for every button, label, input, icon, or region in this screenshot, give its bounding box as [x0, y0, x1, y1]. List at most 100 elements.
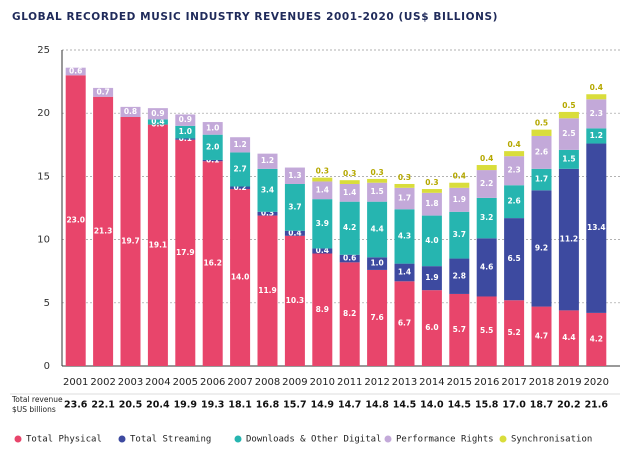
bar-segment [147, 119, 168, 125]
data-label: 4.0 [425, 236, 438, 245]
legend-label: Total Streaming [130, 435, 211, 445]
total-label: 19.3 [201, 400, 224, 411]
total-label: 15.8 [475, 400, 499, 411]
y-tick-label: 0 [44, 361, 50, 372]
total-label: 18.7 [530, 400, 553, 411]
chart-title: GLOBAL RECORDED MUSIC INDUSTRY REVENUES … [12, 11, 498, 23]
bar-segment [175, 139, 196, 366]
bar-segment [147, 124, 168, 367]
data-label: 0.4 [316, 246, 329, 255]
total-label: 21.6 [585, 400, 609, 411]
bar-segment [476, 170, 497, 198]
data-label: 6.7 [398, 319, 411, 328]
total-label: 14.0 [420, 400, 444, 411]
bar-segment [586, 128, 607, 144]
bar-segment [93, 87, 114, 97]
bar-segment [504, 156, 525, 186]
data-label: 2.7 [233, 164, 246, 173]
x-tick-label: 2001 [63, 377, 88, 388]
data-label: 5.5 [480, 326, 493, 335]
bar-segment [449, 211, 470, 259]
data-label: 1.9 [425, 273, 438, 282]
bar-segment [284, 230, 305, 236]
bar-segment [449, 258, 470, 294]
data-label: 13.4 [587, 223, 606, 232]
x-tick-label: 2015 [447, 377, 472, 388]
data-label: 3.7 [288, 202, 301, 211]
bar-segment [394, 209, 415, 264]
x-tick-label: 2019 [556, 377, 581, 388]
legend-marker [234, 435, 242, 443]
bar-segment [531, 129, 552, 136]
x-tick-label: 2013 [392, 377, 417, 388]
data-label: 1.0 [206, 123, 219, 132]
data-label: 0.3 [316, 167, 329, 176]
x-tick-label: 2009 [282, 377, 307, 388]
bar-segment [504, 151, 525, 157]
data-label: 6.5 [507, 254, 520, 263]
x-tick-label: 2018 [529, 377, 554, 388]
legend-marker [499, 435, 507, 443]
bar-segment [339, 183, 360, 202]
data-label: 0.7 [96, 87, 109, 96]
bar-segment [531, 168, 552, 191]
data-label: 0.4 [590, 83, 603, 92]
y-tick-label: 25 [37, 45, 50, 56]
data-label: 1.4 [398, 267, 411, 276]
total-label: 17.0 [502, 400, 526, 411]
bar-segment [339, 201, 360, 255]
bar-segment [257, 215, 278, 366]
total-label: 20.5 [119, 400, 142, 411]
legend-label: Performance Rights [396, 435, 494, 445]
data-label: 1.7 [398, 194, 411, 203]
data-label: 0.4 [288, 228, 301, 237]
bar-segment [93, 96, 114, 366]
data-label: 1.4 [316, 185, 329, 194]
total-label: 14.9 [311, 400, 334, 411]
bar-segment [531, 135, 552, 169]
bar-segment [284, 183, 305, 231]
total-label: 14.8 [365, 400, 389, 411]
bar-segment [394, 183, 415, 188]
bar-segment [257, 168, 278, 212]
total-label: 14.5 [393, 400, 416, 411]
data-label: 14.0 [231, 273, 250, 282]
data-label: 0.4 [507, 140, 520, 149]
bar-segment [394, 263, 415, 282]
legend-label: Synchronisation [511, 435, 592, 445]
bar-segment [586, 143, 607, 313]
bar-segment [257, 153, 278, 169]
data-label: 7.6 [370, 313, 383, 322]
legend-marker [384, 435, 392, 443]
bar-segment [504, 300, 525, 366]
data-label: 1.2 [233, 140, 246, 149]
data-label: 5.2 [507, 328, 520, 337]
data-label: 4.3 [398, 231, 411, 240]
data-label: 19.1 [149, 240, 168, 249]
bar-segment [558, 149, 579, 169]
data-label: 1.2 [261, 156, 274, 165]
data-label: 2.5 [562, 129, 575, 138]
total-label: 14.7 [338, 400, 361, 411]
x-tick-label: 2003 [118, 377, 143, 388]
data-label: 0.4 [453, 172, 466, 181]
bar-segment [476, 238, 497, 297]
total-label: 15.7 [283, 400, 306, 411]
data-label: 3.4 [261, 185, 274, 194]
data-label: 1.0 [179, 127, 192, 136]
total-row-label: $US billions [12, 405, 56, 414]
bar-segment [202, 134, 223, 160]
data-label: 1.7 [535, 175, 548, 184]
total-label: 14.5 [448, 400, 471, 411]
data-label: 0.3 [370, 168, 383, 177]
bar-segment [175, 114, 196, 126]
bar-segment [367, 269, 388, 366]
bar-segment [449, 182, 470, 188]
legend-marker [14, 435, 22, 443]
bar-segment [339, 180, 360, 184]
data-label: 0.5 [562, 101, 575, 110]
y-tick-label: 10 [37, 235, 50, 246]
total-label: 16.8 [256, 400, 280, 411]
data-label: 2.2 [480, 179, 493, 188]
